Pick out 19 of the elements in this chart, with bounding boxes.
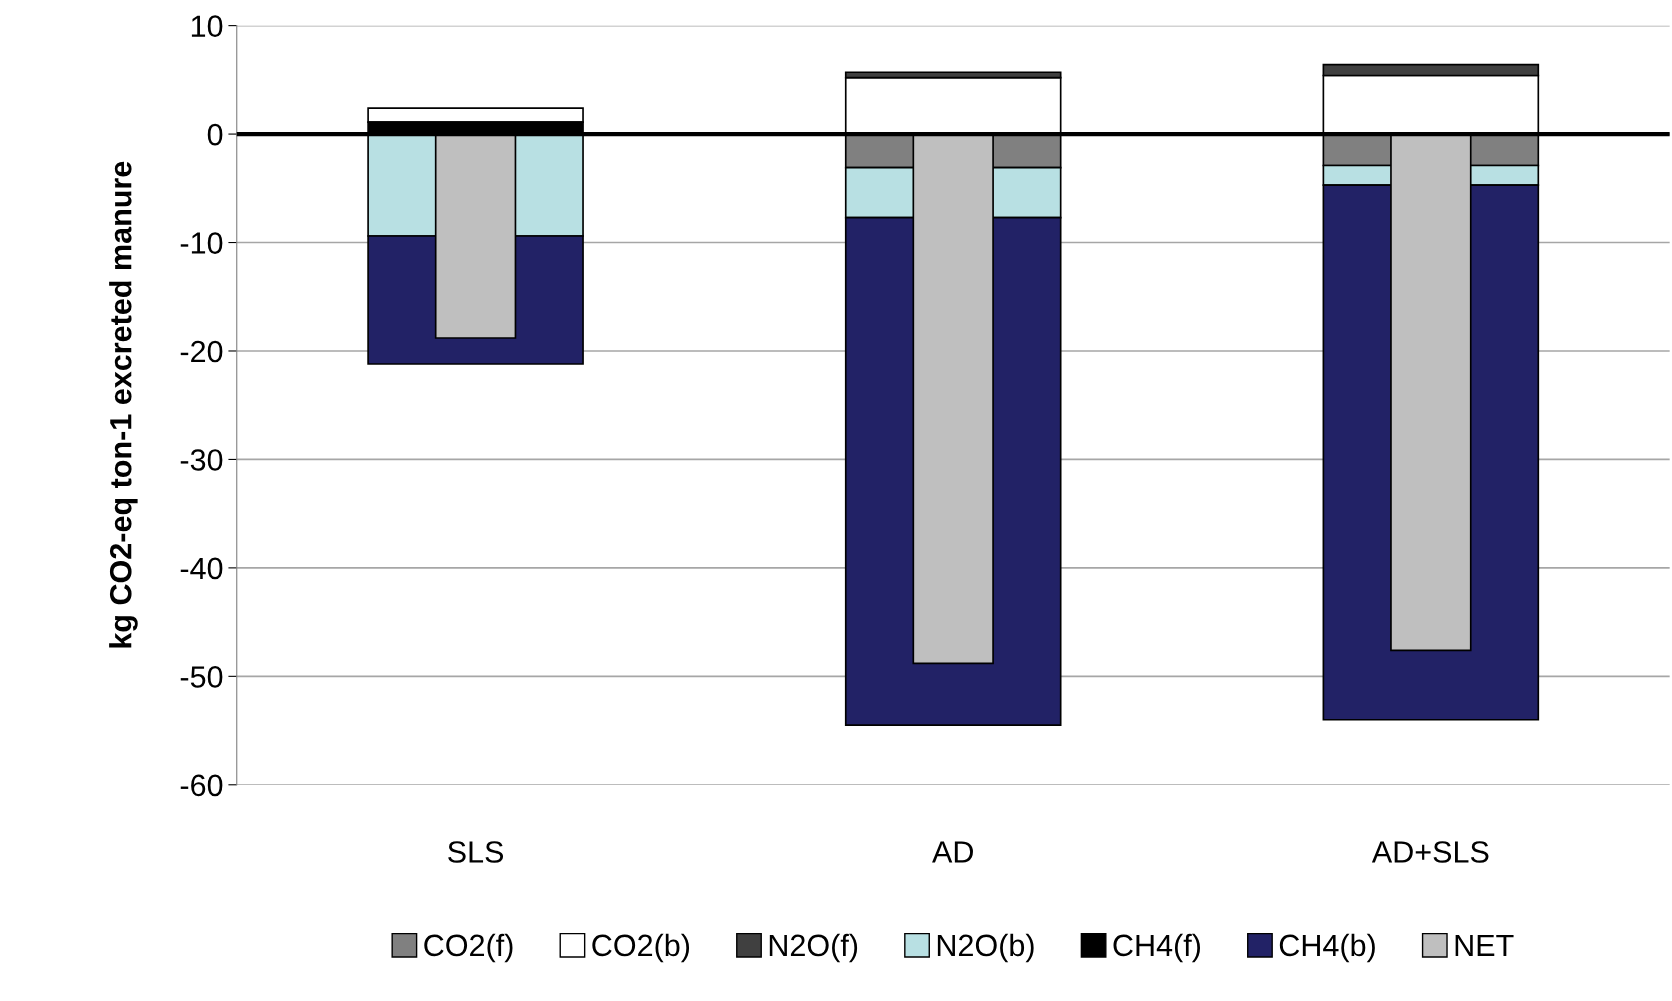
y-tick-label: -30 xyxy=(180,449,223,471)
legend-label: NET xyxy=(1455,934,1514,956)
legend-label: N2O(b) xyxy=(937,933,1034,963)
legend-label: CH4(f) xyxy=(1113,933,1200,963)
y-tick-label: 10 xyxy=(191,15,223,37)
y-tick-label: 0 xyxy=(207,123,223,146)
x-tick-label: AD+SLS xyxy=(1371,841,1489,863)
y-tick-label: -20 xyxy=(180,340,223,363)
y-axis-title: kg CO2-eq ton-1 excreted manure xyxy=(109,161,138,648)
x-tick-label: SLS xyxy=(448,841,504,863)
x-tick-label: AD xyxy=(932,841,973,863)
y-tick-label: -60 xyxy=(180,774,223,797)
y-tick-label: -50 xyxy=(180,666,223,688)
legend-label: N2O(f) xyxy=(769,933,858,963)
legend-label: CO2(f) xyxy=(424,933,513,963)
legend-label: CO2(b) xyxy=(592,933,690,963)
legend-label: CH4(b) xyxy=(1279,933,1375,963)
y-tick-label: -40 xyxy=(180,557,223,580)
y-tick-label: -10 xyxy=(180,232,223,254)
